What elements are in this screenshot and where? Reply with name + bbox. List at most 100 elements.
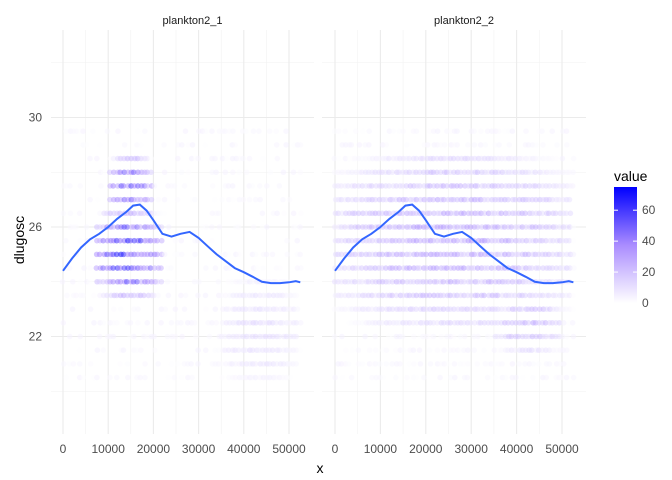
data-point xyxy=(117,169,123,176)
data-point xyxy=(273,320,279,326)
data-point xyxy=(461,333,468,340)
data-point xyxy=(437,169,444,176)
data-point xyxy=(546,210,552,217)
data-point xyxy=(212,306,219,312)
data-point xyxy=(559,333,566,340)
data-point xyxy=(158,237,165,244)
data-point xyxy=(147,251,154,258)
data-point xyxy=(332,224,338,230)
data-point xyxy=(358,251,365,258)
data-point xyxy=(535,361,542,367)
data-point xyxy=(158,320,164,326)
data-point xyxy=(137,224,144,230)
data-point xyxy=(273,306,280,312)
data-point xyxy=(512,292,518,299)
data-point xyxy=(416,265,423,271)
data-point xyxy=(356,292,362,299)
data-point xyxy=(281,210,287,217)
data-point xyxy=(203,265,209,271)
data-point xyxy=(512,306,518,312)
data-point xyxy=(165,374,172,381)
data-point xyxy=(559,155,566,162)
data-point xyxy=(355,347,362,353)
data-point xyxy=(168,265,174,271)
data-point xyxy=(162,306,169,312)
data-point xyxy=(410,347,417,353)
data-point xyxy=(570,306,576,312)
data-point xyxy=(62,237,69,244)
data-point xyxy=(67,183,73,189)
data-point xyxy=(117,361,123,367)
data-point xyxy=(203,306,209,312)
data-point xyxy=(444,128,450,134)
data-point xyxy=(556,196,562,203)
data-point xyxy=(81,265,87,271)
data-point xyxy=(195,155,202,162)
data-point xyxy=(383,265,389,271)
data-point xyxy=(73,292,79,299)
data-point xyxy=(127,237,134,244)
data-point xyxy=(488,128,495,134)
data-point xyxy=(421,374,427,381)
data-point xyxy=(570,155,577,162)
data-point xyxy=(468,278,474,285)
data-point xyxy=(522,210,528,217)
data-point xyxy=(191,320,198,326)
data-point xyxy=(484,237,491,244)
data-point xyxy=(297,142,304,148)
data-point xyxy=(399,251,406,258)
data-point xyxy=(556,183,563,189)
data-point xyxy=(236,320,242,326)
data-point xyxy=(168,320,175,326)
data-point xyxy=(297,320,304,326)
data-point xyxy=(230,196,236,203)
data-point xyxy=(283,333,290,340)
data-point xyxy=(260,155,266,162)
data-point xyxy=(104,128,111,134)
data-point xyxy=(209,128,215,134)
data-point xyxy=(559,251,566,258)
data-point xyxy=(172,333,179,340)
data-point xyxy=(215,347,222,353)
data-point xyxy=(546,224,553,230)
data-point xyxy=(83,224,90,230)
data-point xyxy=(498,347,505,353)
data-point xyxy=(280,196,286,203)
data-point xyxy=(284,251,291,258)
data-point xyxy=(182,128,189,134)
data-point xyxy=(434,128,441,134)
data-point xyxy=(77,237,83,244)
data-point xyxy=(359,196,365,203)
data-point xyxy=(189,142,196,148)
x-tick-label: 0 xyxy=(332,442,339,456)
data-point xyxy=(111,306,117,312)
data-point xyxy=(117,278,124,285)
data-point xyxy=(60,361,67,367)
data-point xyxy=(379,251,386,258)
data-point xyxy=(290,210,297,217)
data-point xyxy=(130,169,137,176)
data-point xyxy=(379,210,385,217)
data-point xyxy=(222,333,228,340)
data-point xyxy=(345,183,351,189)
data-point xyxy=(87,265,93,271)
data-point xyxy=(492,142,498,148)
x-tick-label: 10000 xyxy=(364,442,398,456)
data-point xyxy=(508,155,515,162)
data-point xyxy=(441,347,447,353)
data-point xyxy=(253,306,259,312)
x-tick-label: 30000 xyxy=(182,442,216,456)
data-point xyxy=(63,374,69,381)
data-point xyxy=(563,374,570,381)
data-point xyxy=(362,155,369,162)
data-point xyxy=(369,374,375,381)
data-point xyxy=(100,347,107,353)
data-point xyxy=(454,210,460,217)
data-point xyxy=(222,169,229,176)
data-point xyxy=(505,278,511,285)
data-point xyxy=(141,292,147,299)
data-point xyxy=(131,306,137,312)
data-point xyxy=(434,347,441,353)
data-point xyxy=(252,361,259,367)
data-point xyxy=(345,196,351,203)
